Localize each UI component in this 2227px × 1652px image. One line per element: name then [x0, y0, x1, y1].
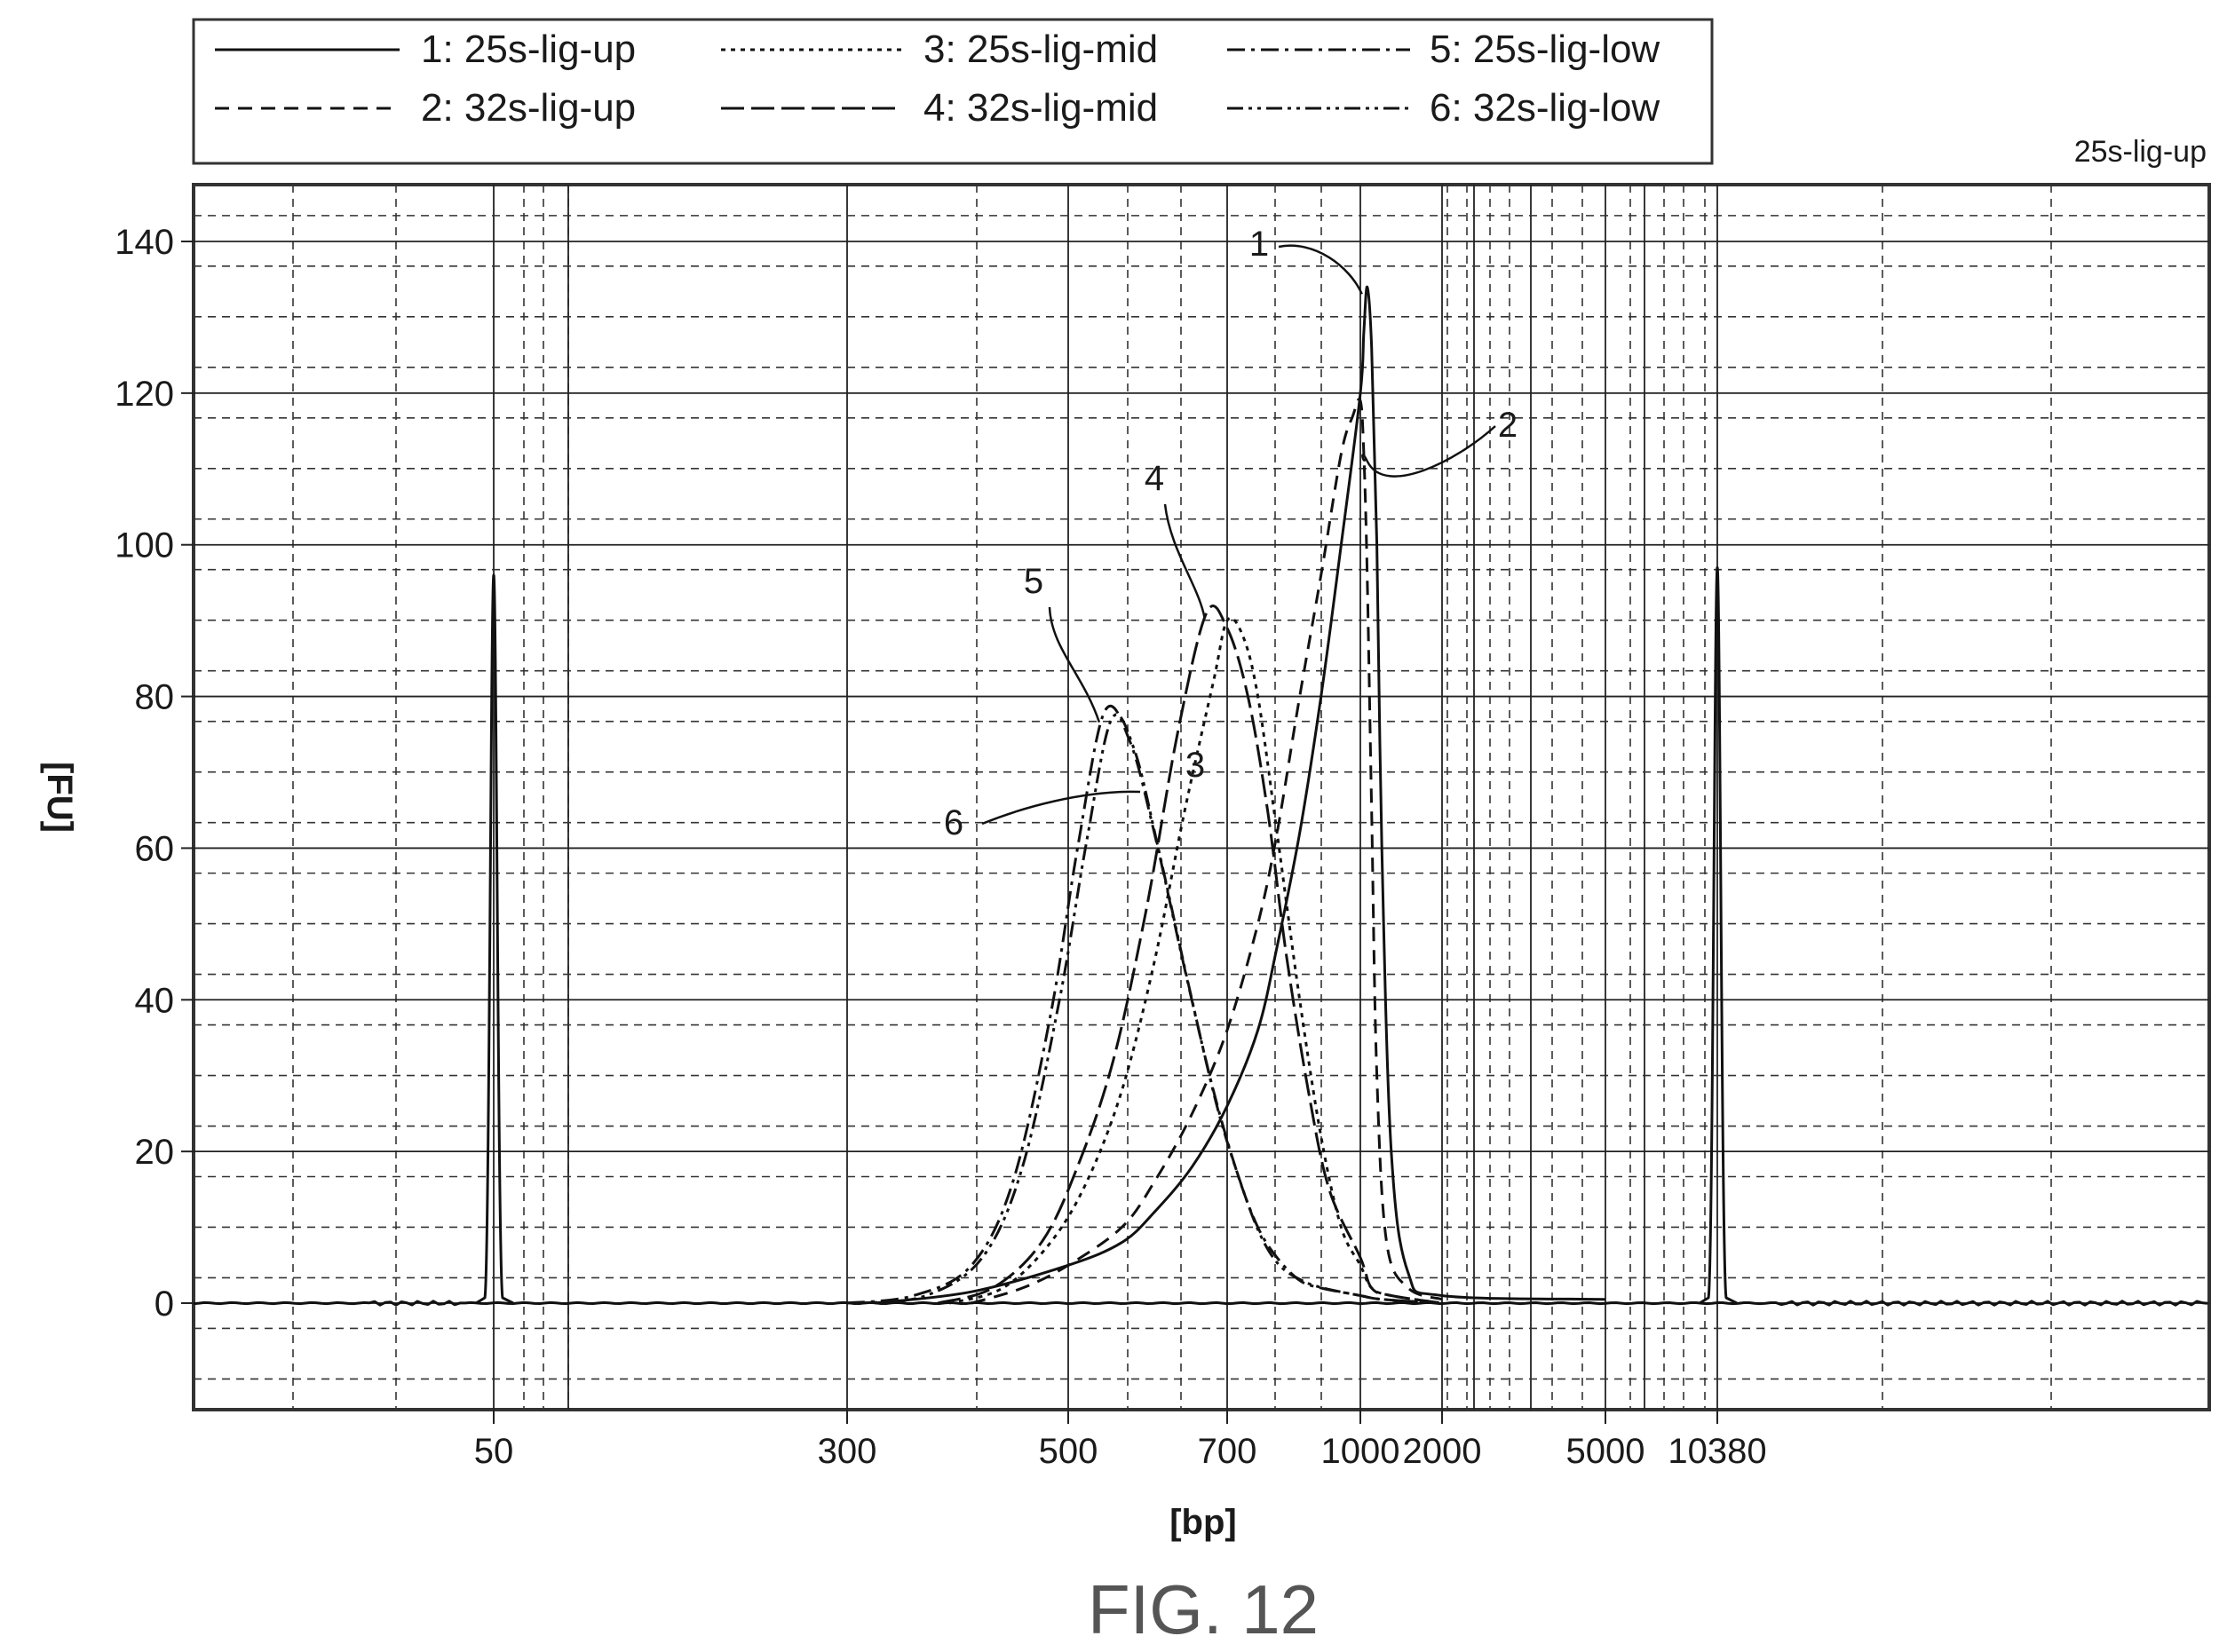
y-axis-ticks: 0 20 40 60 80 100 120 140 [115, 223, 194, 1324]
grid-vertical [292, 185, 2052, 1410]
y-tick-label: 60 [135, 829, 175, 868]
callout-label-6: 6 [944, 803, 963, 842]
y-tick-label: 40 [135, 981, 175, 1020]
x-tick-label: 2000 [1403, 1432, 1482, 1471]
plot-area: 1 2 3 4 5 6 [192, 183, 2211, 1411]
legend-box [192, 18, 1714, 165]
series-line-2 [971, 398, 1443, 1305]
baseline [193, 1300, 2208, 1307]
grid-horizontal [194, 215, 2209, 1380]
x-tick-label: 50 [474, 1432, 514, 1471]
callout-arrow-2 [1361, 425, 1496, 478]
callout-arrow-6 [981, 790, 1141, 826]
callout-arrow-5 [1048, 606, 1101, 723]
x-tick-label: 5000 [1566, 1432, 1645, 1471]
marker-peak [1699, 565, 1738, 1305]
callout-label-3: 3 [1185, 746, 1205, 785]
series-line-3 [948, 616, 1443, 1305]
x-tick-label: 10380 [1668, 1432, 1766, 1471]
callout-label-4: 4 [1145, 459, 1164, 498]
y-tick-label: 20 [135, 1133, 175, 1172]
series-line-4 [937, 605, 1443, 1305]
series-line-1 [875, 285, 1606, 1305]
series-line-5 [846, 704, 1443, 1305]
plot-frame [192, 183, 2211, 1411]
series-line-6 [860, 713, 1443, 1305]
baseline-trace [193, 1300, 2208, 1307]
x-tick-label: 500 [1039, 1432, 1098, 1471]
corner-label: 25s-lig-up [2074, 135, 2207, 169]
legend: 1: 25s-lig-up 3: 25s-lig-mid 5: 25s-lig-lo… [192, 18, 1714, 165]
legend-entry-4: 4: 32s-lig-mid [923, 86, 1158, 130]
legend-entry-5: 5: 25s-lig-low [1430, 28, 1660, 71]
y-tick-label: 120 [115, 375, 174, 414]
callout-label-5: 5 [1024, 562, 1043, 601]
y-tick-label: 0 [155, 1284, 174, 1324]
x-axis-ticks: 50 300 500 700 1000 2000 5000 10380 [474, 1410, 1767, 1471]
x-tick-label: 700 [1198, 1432, 1257, 1471]
series-callouts: 1 2 3 4 5 6 [944, 225, 1518, 842]
callout-label-1: 1 [1249, 225, 1269, 264]
y-tick-label: 140 [115, 223, 174, 262]
legend-entry-1: 1: 25s-lig-up [421, 28, 636, 71]
x-axis-label: [bp] [1169, 1503, 1237, 1542]
x-tick-label: 1000 [1321, 1432, 1400, 1471]
legend-entry-3: 3: 25s-lig-mid [923, 28, 1158, 71]
series-lines [846, 285, 1606, 1305]
x-tick-label: 300 [818, 1432, 877, 1471]
callout-label-2: 2 [1498, 406, 1518, 445]
callout-arrow-1 [1278, 244, 1363, 295]
marker-peak [475, 573, 514, 1305]
figure-caption: FIG. 12 [1088, 1570, 1319, 1648]
y-axis-label: [FU] [40, 762, 79, 833]
legend-entry-6: 6: 32s-lig-low [1430, 86, 1660, 130]
legend-entry-2: 2: 32s-lig-up [421, 86, 636, 130]
y-tick-label: 80 [135, 678, 175, 717]
legend-items: 1: 25s-lig-up 3: 25s-lig-mid 5: 25s-lig-lo… [215, 28, 1660, 130]
y-tick-label: 100 [115, 526, 174, 565]
callout-arrow-4 [1163, 503, 1206, 619]
marker-peaks [475, 565, 1738, 1305]
